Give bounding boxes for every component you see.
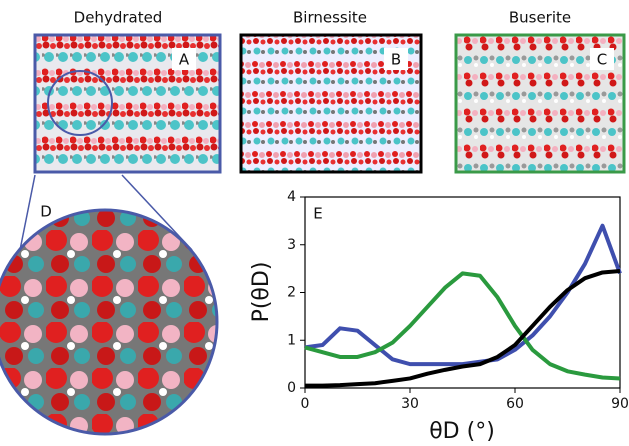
panel-label: A [179, 51, 190, 69]
inset-image [0, 210, 217, 434]
panel-title: Birnessite [293, 9, 367, 27]
x-tick-label: 30 [401, 396, 419, 412]
panel-title: Dehydrated [74, 9, 163, 27]
panel-label: D [40, 203, 52, 221]
panel-label: E [313, 205, 322, 223]
figure: Dehydrated Birnessite Buserite A B C D E… [0, 0, 629, 446]
chart: E P(θD) θD (°) 0 1 2 3 4 0 30 60 90 [249, 189, 629, 444]
x-axis-label: θD (°) [429, 419, 495, 444]
plot-frame [305, 197, 620, 388]
x-tick-label: 90 [611, 396, 629, 412]
series-line [305, 226, 620, 364]
y-tick-label: 2 [287, 285, 296, 301]
y-axis-label: P(θD) [249, 262, 274, 323]
y-tick-label: 1 [287, 332, 296, 348]
panel-label: C [597, 51, 607, 69]
x-tick-label: 0 [301, 396, 310, 412]
y-tick-label: 4 [287, 189, 296, 205]
y-tick-label: 3 [287, 237, 296, 253]
y-tick-label: 0 [287, 380, 296, 396]
panel-label: B [391, 51, 401, 69]
x-tick-label: 60 [506, 396, 524, 412]
panel-title: Buserite [509, 9, 571, 27]
